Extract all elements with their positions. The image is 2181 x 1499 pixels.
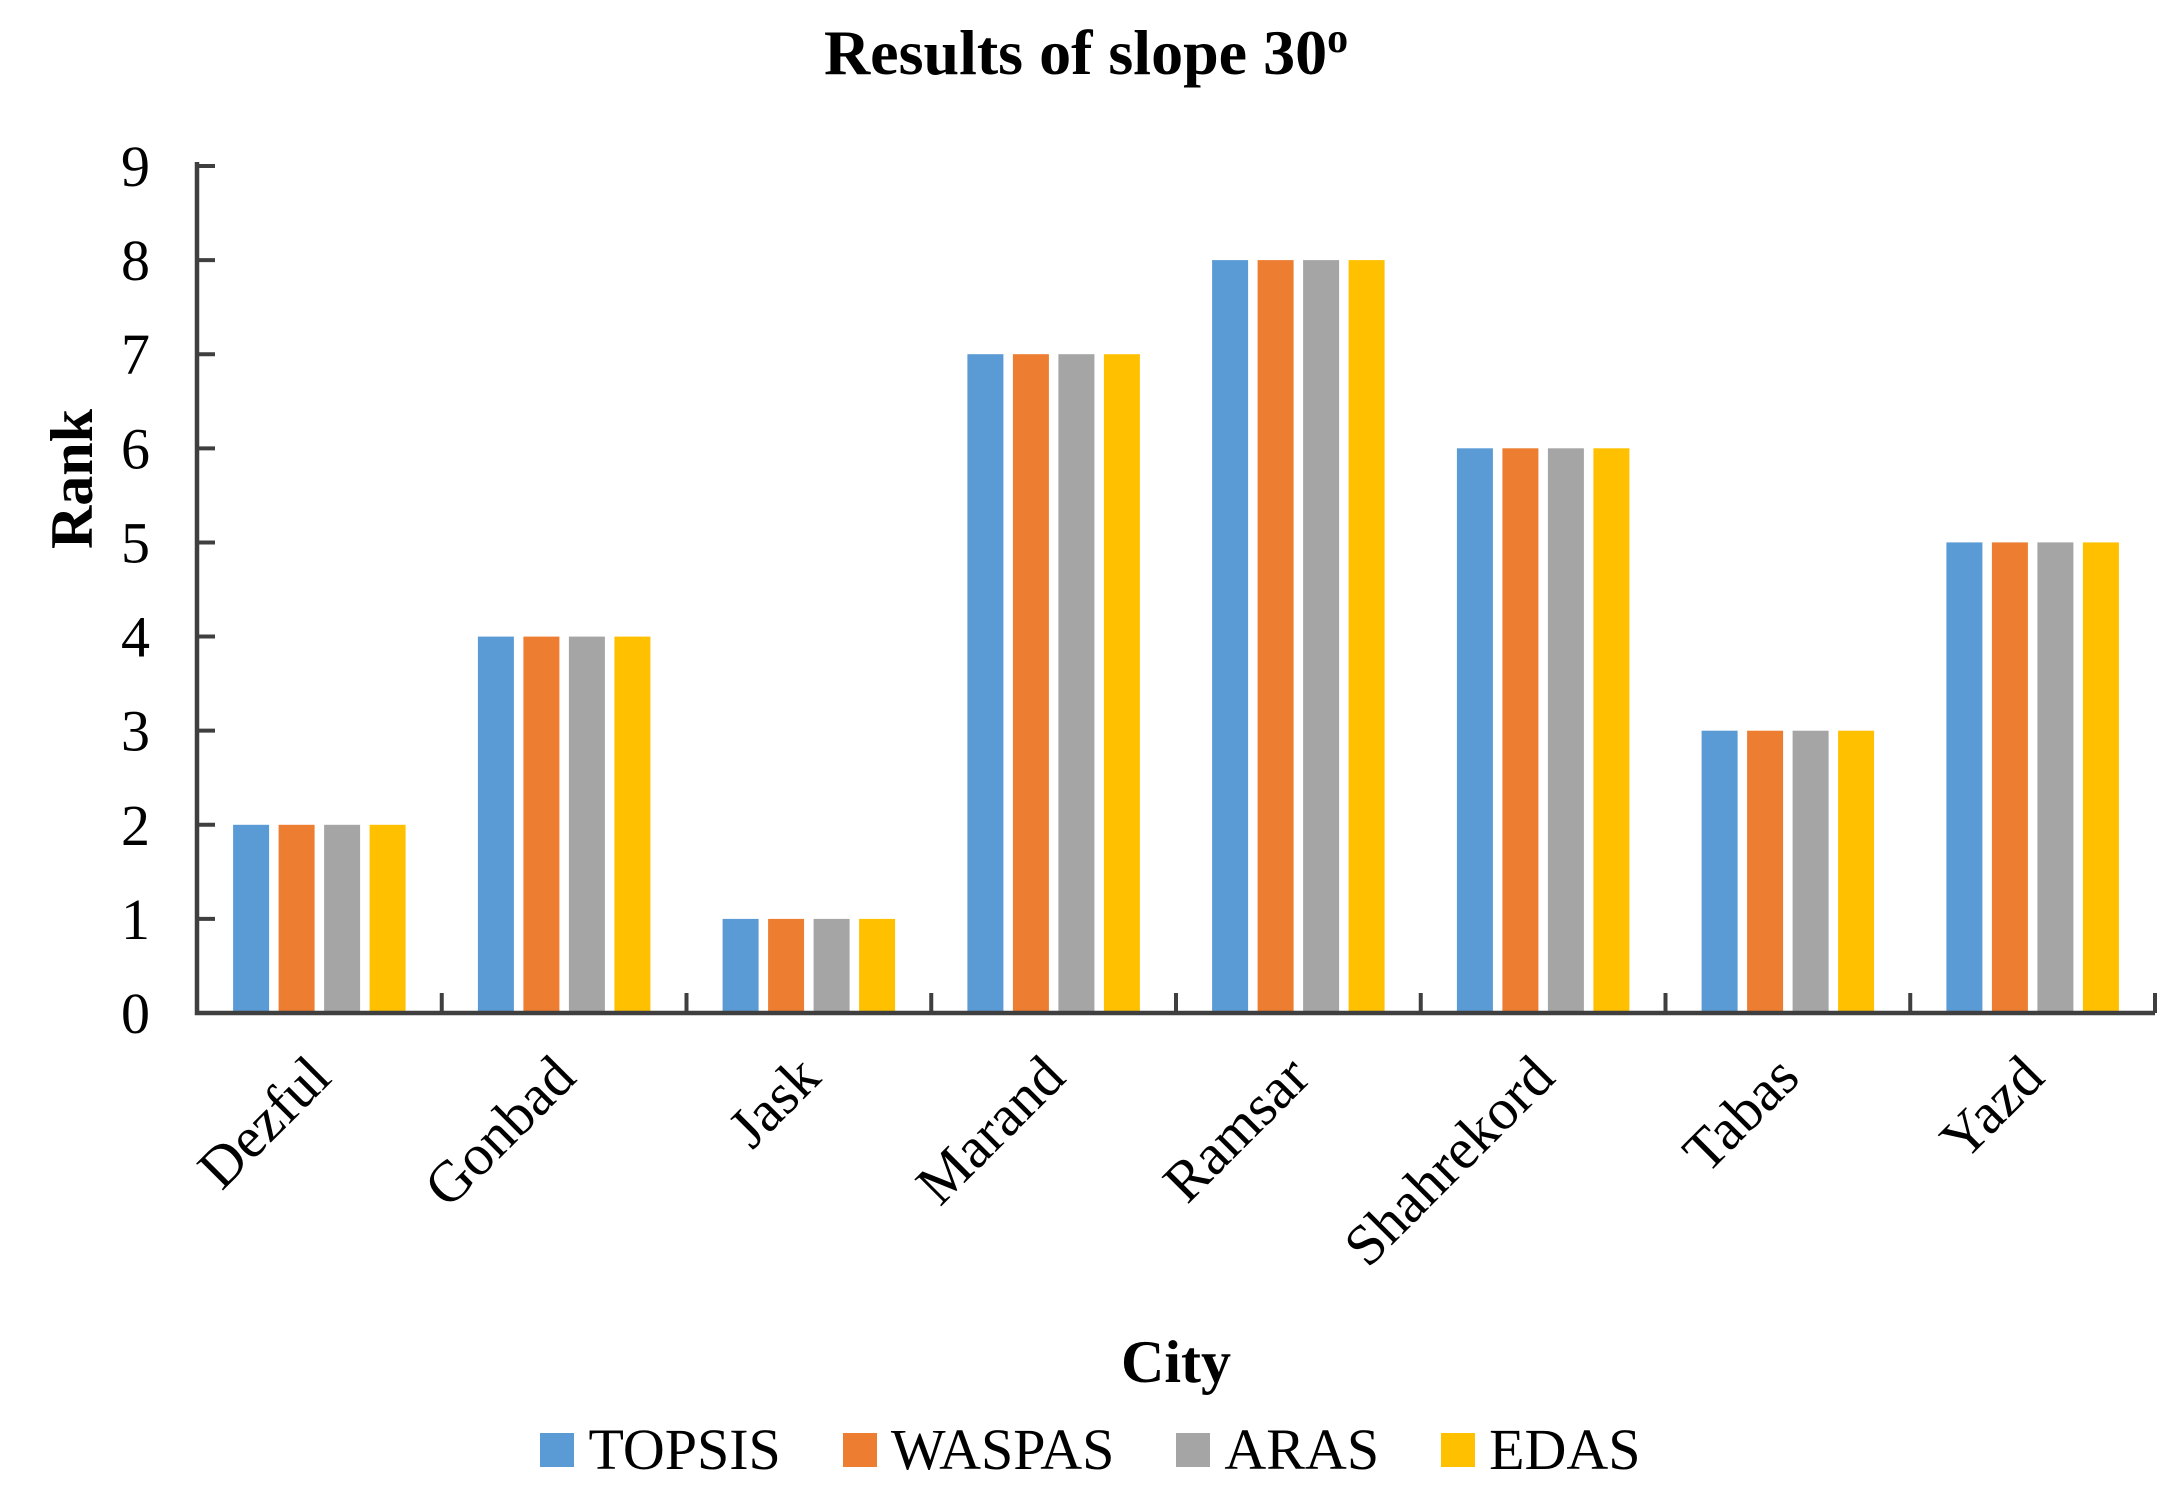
chart-title-text: Results of slope 30 xyxy=(824,17,1327,88)
bar-topsis-gonbad xyxy=(477,636,514,1013)
bar-topsis-jask xyxy=(722,918,759,1013)
x-category-label-ramsar: Ramsar xyxy=(1150,1043,1321,1214)
y-tick-label-6: 6 xyxy=(121,416,150,481)
bar-waspas-dezful xyxy=(278,824,315,1013)
bar-aras-shahrekord xyxy=(1547,448,1584,1013)
bar-waspas-marand xyxy=(1012,354,1049,1013)
y-tick-label-1: 1 xyxy=(121,887,150,952)
legend: TOPSIS WASPAS ARAS EDAS xyxy=(0,1412,2181,1488)
bar-edas-ramsar xyxy=(1348,260,1385,1014)
chart-title: Results of slope 30o xyxy=(824,16,1348,88)
x-category-label-tabas: Tabas xyxy=(1670,1043,1811,1184)
legend-item-topsis: TOPSIS xyxy=(540,1417,781,1482)
bar-topsis-yazd xyxy=(1946,542,1983,1013)
legend-item-edas: EDAS xyxy=(1441,1417,1641,1482)
x-category-label-jask: Jask xyxy=(715,1043,832,1160)
legend-swatch-edas xyxy=(1441,1433,1476,1467)
bar-aras-yazd xyxy=(2037,542,2074,1013)
y-tick-label-3: 3 xyxy=(121,699,150,764)
legend-swatch-aras xyxy=(1176,1433,1211,1467)
bar-aras-marand xyxy=(1058,354,1095,1013)
y-tick-label-4: 4 xyxy=(121,605,150,670)
bar-edas-dezful xyxy=(369,824,406,1013)
legend-item-aras: ARAS xyxy=(1176,1421,1379,1479)
y-tick-label-5: 5 xyxy=(121,510,150,575)
legend-label-topsis: TOPSIS xyxy=(588,1417,781,1482)
y-axis-title: Rank xyxy=(39,408,105,549)
x-category-label-yazd: Yazd xyxy=(1927,1043,2055,1171)
y-tick-labels: 0 1 2 3 4 5 6 7 8 9 xyxy=(121,134,150,1046)
bar-edas-gonbad xyxy=(614,636,651,1013)
bar-waspas-jask xyxy=(768,918,805,1013)
bar-topsis-tabas xyxy=(1701,730,1738,1013)
bar-aras-jask xyxy=(813,918,850,1013)
x-category-label-shahrekord: Shahrekord xyxy=(1331,1043,1566,1278)
bar-waspas-tabas xyxy=(1747,730,1784,1013)
y-tick-label-7: 7 xyxy=(121,322,150,387)
bar-topsis-marand xyxy=(967,354,1004,1013)
legend-swatch-waspas xyxy=(842,1433,877,1467)
bar-waspas-gonbad xyxy=(523,636,560,1013)
x-axis-title: City xyxy=(1121,1329,1231,1395)
bar-aras-tabas xyxy=(1792,730,1829,1013)
legend-swatch-topsis xyxy=(540,1433,575,1467)
x-category-labels: Dezful Gonbad Jask Marand Ramsar Shahrekord Ta… xyxy=(185,1043,2056,1278)
legend-label-aras: ARAS xyxy=(1224,1417,1380,1482)
bar-edas-marand xyxy=(1103,354,1140,1013)
bar-edas-jask xyxy=(859,918,896,1013)
x-category-label-marand: Marand xyxy=(903,1043,1077,1217)
bar-aras-ramsar xyxy=(1303,260,1340,1014)
bar-edas-yazd xyxy=(2082,542,2119,1013)
chart-title-superscript: o xyxy=(1327,16,1348,62)
bar-waspas-shahrekord xyxy=(1502,448,1539,1013)
x-category-label-gonbad: Gonbad xyxy=(411,1043,587,1219)
legend-label-waspas: WASPAS xyxy=(890,1417,1115,1482)
bar-aras-dezful xyxy=(324,824,361,1013)
bars-layer xyxy=(233,260,2119,1014)
x-category-label-dezful: Dezful xyxy=(185,1043,343,1201)
legend-label-edas: EDAS xyxy=(1489,1417,1641,1482)
y-tick-label-2: 2 xyxy=(121,793,150,858)
bar-edas-shahrekord xyxy=(1593,448,1630,1013)
y-tick-label-9: 9 xyxy=(121,134,150,199)
y-tick-label-8: 8 xyxy=(121,228,150,293)
legend-item-waspas: WASPAS xyxy=(842,1417,1115,1482)
bar-aras-gonbad xyxy=(568,636,605,1013)
bar-waspas-yazd xyxy=(1991,542,2028,1013)
bar-edas-tabas xyxy=(1838,730,1875,1013)
bar-topsis-dezful xyxy=(233,824,270,1013)
bar-topsis-ramsar xyxy=(1212,260,1249,1014)
axes-layer xyxy=(194,162,2157,1016)
y-tick-label-0: 0 xyxy=(121,981,150,1046)
bar-waspas-ramsar xyxy=(1257,260,1294,1014)
bar-topsis-shahrekord xyxy=(1456,448,1493,1013)
